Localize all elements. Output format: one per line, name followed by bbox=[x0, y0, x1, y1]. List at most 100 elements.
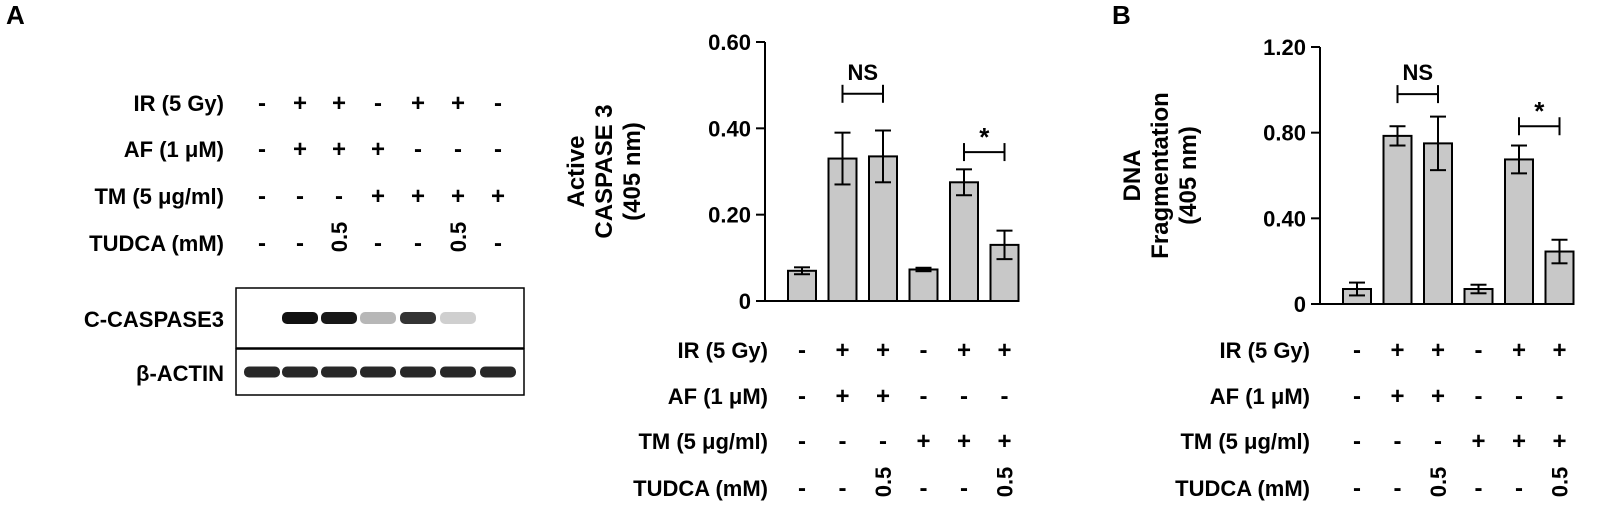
condition-symbol: - bbox=[798, 475, 806, 502]
y-tick-label: 1.20 bbox=[1263, 35, 1306, 60]
condition-symbol: - bbox=[920, 383, 928, 410]
condition-symbol: - bbox=[1475, 475, 1483, 502]
y-tick-label: 0.20 bbox=[708, 203, 751, 228]
condition-symbol: 0.5 bbox=[1426, 467, 1451, 498]
y-axis-label: ActiveCASPASE 3(405 nm) bbox=[563, 104, 646, 238]
blot-condition-symbol: - bbox=[258, 136, 266, 163]
blot-row-label: β-ACTIN bbox=[136, 361, 224, 386]
y-axis-label: DNAFragmentation(405 nm) bbox=[1119, 92, 1202, 259]
panel-label-b: B bbox=[1112, 0, 1131, 30]
y-axis-label-line: Active bbox=[563, 135, 590, 207]
condition-symbol: + bbox=[1552, 337, 1566, 364]
y-axis-label-line: (405 nm) bbox=[1175, 126, 1202, 225]
condition-symbol: - bbox=[920, 337, 928, 364]
blot-condition-symbol: + bbox=[293, 136, 307, 163]
blot-condition-label: AF (1 μM) bbox=[124, 137, 224, 162]
significance-label: NS bbox=[847, 60, 878, 85]
condition-symbol: + bbox=[1431, 383, 1445, 410]
blot-band bbox=[360, 366, 396, 378]
condition-symbol: - bbox=[839, 428, 847, 455]
blot-condition-symbol: - bbox=[494, 230, 502, 257]
bar bbox=[949, 181, 979, 303]
significance-label: * bbox=[1534, 96, 1545, 126]
blot-band bbox=[480, 366, 516, 378]
condition-symbol: + bbox=[876, 383, 890, 410]
blot-band bbox=[244, 366, 280, 378]
condition-symbol: 0.5 bbox=[871, 467, 896, 498]
significance-label: * bbox=[979, 122, 990, 152]
blot-band bbox=[360, 312, 396, 324]
blot-condition-symbol: + bbox=[491, 183, 505, 210]
western-blot-panel: IR (5 Gy) - + + - + + -AF (1 μM) - + + + - - -TM (5 μg… bbox=[84, 90, 525, 396]
y-tick-label: 0 bbox=[739, 289, 751, 314]
condition-symbol: + bbox=[957, 337, 971, 364]
blot-condition-label: TUDCA (mM) bbox=[89, 231, 224, 256]
blot-condition-symbol: + bbox=[411, 183, 425, 210]
condition-symbol: + bbox=[1552, 428, 1566, 455]
y-axis-label-line: DNA bbox=[1119, 150, 1146, 202]
blot-condition-symbol: - bbox=[494, 136, 502, 163]
condition-symbol: - bbox=[1515, 475, 1523, 502]
blot-condition-symbol: - bbox=[296, 183, 304, 210]
condition-label: TM (5 μg/ml) bbox=[638, 429, 768, 454]
blot-row-label: C-CASPASE3 bbox=[84, 307, 224, 332]
condition-label: TUDCA (mM) bbox=[1175, 476, 1310, 501]
condition-symbol: + bbox=[1471, 428, 1485, 455]
blot-condition-symbol: 0.5 bbox=[327, 222, 352, 253]
y-tick-label: 0.60 bbox=[708, 30, 751, 55]
condition-symbol: + bbox=[1512, 428, 1526, 455]
blot-band bbox=[400, 366, 436, 378]
condition-symbol: - bbox=[879, 428, 887, 455]
condition-symbol: - bbox=[1001, 383, 1009, 410]
blot-condition-symbol: - bbox=[454, 136, 462, 163]
condition-symbol: + bbox=[876, 337, 890, 364]
bar bbox=[1382, 134, 1413, 305]
condition-symbol: - bbox=[1353, 428, 1361, 455]
blot-condition-symbol: - bbox=[374, 230, 382, 257]
blot-condition-symbol: + bbox=[451, 90, 465, 117]
condition-symbol: + bbox=[1512, 337, 1526, 364]
condition-symbol: - bbox=[920, 475, 928, 502]
y-axis-label-line: Fragmentation bbox=[1147, 92, 1174, 259]
blot-band bbox=[440, 312, 476, 324]
condition-symbol: + bbox=[1431, 337, 1445, 364]
blot-condition-symbol: + bbox=[411, 90, 425, 117]
y-tick-label: 0.80 bbox=[1263, 121, 1306, 146]
condition-symbol: 0.5 bbox=[1548, 467, 1573, 498]
blot-band bbox=[282, 366, 318, 378]
condition-symbol: + bbox=[916, 428, 930, 455]
condition-label: IR (5 Gy) bbox=[1220, 338, 1310, 363]
y-axis-label-line: CASPASE 3 bbox=[591, 104, 618, 238]
condition-symbol: - bbox=[1394, 428, 1402, 455]
blot-condition-symbol: + bbox=[451, 183, 465, 210]
blot-condition-symbol: + bbox=[371, 136, 385, 163]
significance-label: NS bbox=[1402, 60, 1433, 85]
condition-symbol: - bbox=[1515, 383, 1523, 410]
y-tick-label: 0 bbox=[1294, 292, 1306, 317]
bar bbox=[1504, 158, 1534, 305]
condition-symbol: - bbox=[1475, 383, 1483, 410]
blot-band bbox=[321, 312, 357, 324]
condition-symbol: - bbox=[798, 337, 806, 364]
bar bbox=[908, 268, 939, 303]
blot-condition-symbol: - bbox=[335, 183, 343, 210]
panel-label-a: A bbox=[6, 0, 25, 30]
condition-symbol: + bbox=[957, 428, 971, 455]
condition-symbol: - bbox=[839, 475, 847, 502]
condition-symbol: + bbox=[997, 337, 1011, 364]
blot-condition-symbol: - bbox=[374, 90, 382, 117]
condition-symbol: - bbox=[1434, 428, 1442, 455]
blot-band bbox=[440, 366, 476, 378]
condition-symbol: + bbox=[1390, 337, 1404, 364]
blot-condition-symbol: - bbox=[414, 136, 422, 163]
y-tick-label: 0.40 bbox=[708, 116, 751, 141]
condition-symbol: - bbox=[1394, 475, 1402, 502]
blot-condition-symbol: + bbox=[293, 90, 307, 117]
condition-label: AF (1 μM) bbox=[668, 384, 768, 409]
bar bbox=[787, 269, 817, 302]
condition-symbol: - bbox=[1353, 337, 1361, 364]
condition-symbol: - bbox=[798, 383, 806, 410]
blot-condition-symbol: - bbox=[494, 90, 502, 117]
blot-condition-symbol: 0.5 bbox=[446, 222, 471, 253]
